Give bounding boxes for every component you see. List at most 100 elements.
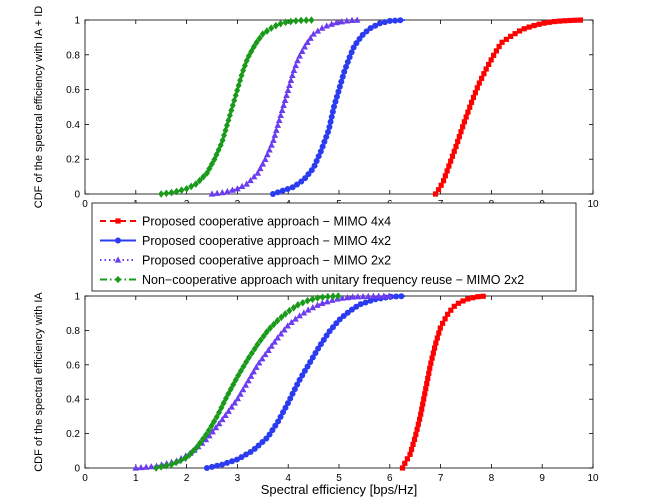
bottom-series-1-marker — [304, 363, 311, 370]
top-series-2-marker — [243, 180, 250, 187]
bottom-series-2-marker — [328, 296, 336, 303]
bottom-series-2-marker — [344, 294, 351, 301]
bottom-series-1-marker — [336, 316, 343, 323]
bottom-series-2-marker — [212, 424, 220, 431]
bottom-series-2-marker — [277, 330, 285, 337]
legend-marker-1 — [115, 237, 121, 244]
top-series-2-marker — [338, 18, 345, 25]
bottom-series-0-marker — [419, 406, 425, 412]
bottom-series-1-marker — [362, 299, 369, 306]
top-series-1-marker — [311, 162, 318, 169]
top-series-2-marker — [275, 116, 283, 123]
bottom-series-2-marker — [380, 292, 388, 299]
top-series-0-marker — [536, 21, 542, 27]
top-series-0-marker — [493, 48, 499, 54]
bottom-series-3-marker — [208, 422, 215, 430]
top-series-0-marker — [465, 109, 471, 115]
top-series-1-marker — [392, 17, 399, 24]
top-series-0-marker — [479, 75, 485, 81]
bottom-series-3-marker — [314, 294, 321, 302]
x-tick-label: 2 — [184, 473, 190, 484]
bottom-series-3-marker — [222, 394, 229, 403]
top-series-3-marker — [222, 126, 229, 135]
bottom-series-3-marker — [309, 295, 316, 304]
top-series-0-marker — [446, 163, 452, 169]
bottom-series-3-marker — [186, 450, 193, 459]
bottom-series-3-marker — [335, 292, 342, 300]
bottom-series-2-marker — [296, 312, 303, 319]
bottom-series-1-marker — [238, 454, 245, 461]
x-tick-label: 3 — [235, 473, 241, 484]
top-series-3-marker — [250, 43, 257, 51]
bottom-series-0-marker — [407, 451, 413, 457]
top-series-3-marker — [268, 24, 275, 32]
bottom-series-0-marker — [431, 345, 438, 351]
bottom-series-2-marker — [323, 298, 331, 305]
bottom-series-1-marker — [340, 313, 347, 320]
top-series-0-marker — [448, 158, 454, 164]
bottom-series-2-marker — [219, 415, 226, 423]
bottom-series-0-marker — [408, 446, 415, 452]
bottom-series-0-marker — [460, 298, 466, 304]
bottom-series-2-marker — [349, 293, 356, 300]
bottom-series-0-marker — [451, 303, 457, 309]
bottom-series-0-marker — [436, 330, 442, 336]
bottom-series-0-marker — [399, 465, 406, 471]
top-series-1-marker — [333, 93, 340, 100]
bottom-series-1-marker — [353, 303, 360, 310]
y-tick-label: 0.4 — [66, 120, 80, 131]
legend-marker-2 — [114, 256, 122, 263]
top-series-0-marker — [512, 31, 518, 37]
bottom-series-3-marker — [299, 298, 306, 307]
top-series-3-marker — [256, 34, 263, 43]
top-series-2-marker — [284, 86, 292, 93]
bottom-series-2-marker — [288, 318, 295, 326]
top-series-2-marker — [301, 43, 308, 50]
bottom-series-0-marker — [442, 316, 448, 322]
bottom-series-3-marker — [243, 358, 250, 366]
top-series-3-marker — [259, 30, 266, 38]
bottom-series-1-marker — [323, 332, 330, 339]
bottom-series-2-marker — [209, 428, 216, 435]
bottom-series-3-marker — [286, 306, 293, 315]
bottom-series-0-marker — [413, 431, 419, 437]
top-series-2-marker — [268, 141, 275, 148]
top-series-2-marker — [274, 121, 282, 128]
top-series-3-marker — [215, 146, 222, 154]
top-series-3-marker — [203, 169, 210, 177]
top-series-0-marker — [442, 173, 448, 179]
bottom-series-3-marker — [257, 336, 264, 345]
bottom-series-2-marker — [354, 293, 362, 300]
top-series-2-marker — [286, 81, 293, 88]
y-tick-label: 1 — [74, 16, 80, 27]
y-tick-label: 0.8 — [66, 50, 80, 61]
top-series-0-marker — [435, 187, 442, 193]
bottom-series-3-marker — [290, 303, 297, 312]
y-tick-label: 0.2 — [66, 429, 80, 440]
bottom-series-0-marker — [455, 300, 461, 306]
top-series-1-marker — [313, 157, 320, 164]
bottom-series-3-marker — [330, 292, 337, 301]
x-axis-label: Spectral efficiency [bps/Hz] — [261, 482, 418, 497]
bottom-series-3-marker — [199, 435, 206, 443]
bottom-series-3-marker — [251, 345, 258, 353]
bottom-series-3-marker — [235, 371, 242, 380]
bottom-series-1-marker — [307, 358, 314, 365]
top-series-1-marker — [332, 98, 339, 105]
top-series-2-marker — [277, 111, 284, 118]
bottom-series-1-marker — [393, 293, 400, 300]
bottom-series-2-marker — [234, 395, 242, 402]
x-tick-label: 9 — [539, 473, 545, 484]
bottom-series-2-marker — [215, 420, 223, 427]
top-series-group — [158, 16, 584, 198]
bottom-series-0-marker — [470, 295, 476, 301]
bottom-series-2-marker — [148, 463, 155, 470]
top-series-0-marker — [491, 52, 497, 58]
bottom-series-3-marker — [211, 417, 218, 426]
top-series-2-marker — [290, 66, 298, 74]
bottom-series-3-marker — [177, 456, 184, 465]
bottom-series-1-marker — [266, 431, 273, 438]
bottom-series-0-marker — [420, 401, 426, 407]
bottom-series-2-marker — [318, 299, 326, 306]
bottom-series-1-marker — [208, 463, 215, 470]
